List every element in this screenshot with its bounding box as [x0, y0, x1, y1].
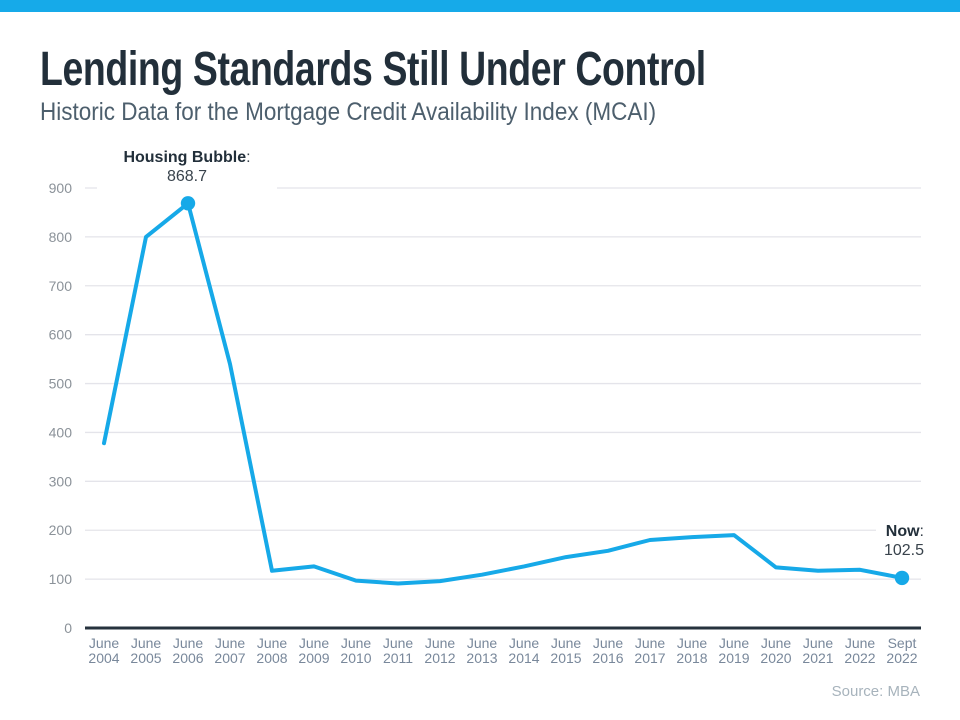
annotation-now-value: 102.5 [883, 542, 924, 559]
x-axis-tick-label: June 2005 [130, 635, 161, 666]
mcai-data-line [102, 201, 904, 586]
annotation-housing-bubble-value: 868.7 [166, 168, 208, 185]
x-axis-tick-label: June 2016 [592, 635, 623, 666]
x-axis-tick-label: June 2019 [718, 635, 749, 666]
x-axis-tick-label: June 2018 [676, 635, 707, 666]
annotation-now: Now: 102.5 [875, 522, 924, 562]
x-axis-tick-label: June 2010 [340, 635, 371, 666]
annotation-now-label: Now: [885, 523, 924, 540]
y-axis-tick-label: 0 [64, 620, 72, 636]
x-axis-tick-label: June 2009 [298, 635, 329, 666]
data-point-marker [894, 570, 910, 586]
x-axis-tick-label: June 2017 [634, 635, 665, 666]
y-axis-tick-label: 500 [49, 376, 73, 392]
y-axis-tick-label: 200 [49, 522, 73, 538]
y-axis-tick-label: 700 [49, 278, 73, 294]
y-axis-tick-label: 900 [49, 180, 73, 196]
y-axis-tick-label: 100 [49, 571, 73, 587]
x-axis-tick-label: June 2013 [466, 635, 497, 666]
x-axis-tick-label: June 2008 [256, 635, 287, 666]
x-axis-tick-label: June 2020 [760, 635, 791, 666]
x-axis-tick-label: June 2004 [88, 635, 119, 666]
y-axis-tick-label: 800 [49, 229, 73, 245]
top-accent-bar [0, 0, 960, 12]
y-axis-tick-label: 300 [49, 473, 73, 489]
x-axis-tick-label: June 2011 [383, 635, 414, 666]
page-title: Lending Standards Still Under Control [40, 43, 706, 96]
annotation-housing-bubble-label: Housing Bubble: [123, 149, 251, 166]
x-axis-tick-label: June 2021 [802, 635, 833, 666]
x-axis-tick-label: June 2022 [844, 635, 875, 666]
source-credit: Source: MBA [831, 683, 920, 700]
x-axis-tick-label: June 2015 [550, 635, 581, 666]
annotation-housing-bubble: Housing Bubble: 868.7 [97, 148, 277, 190]
data-point-marker [180, 196, 196, 211]
y-axis-tick-label: 400 [49, 424, 73, 440]
x-axis-tick-label: Sept 2022 [886, 635, 917, 666]
x-axis-tick-label: June 2014 [508, 635, 539, 666]
x-axis-tick-label: June 2006 [172, 635, 203, 666]
x-axis-tick-label: June 2007 [214, 635, 245, 666]
y-axis-tick-label: 600 [49, 327, 73, 343]
page-subtitle: Historic Data for the Mortgage Credit Av… [40, 98, 657, 126]
x-axis-tick-label: June 2012 [424, 635, 455, 666]
